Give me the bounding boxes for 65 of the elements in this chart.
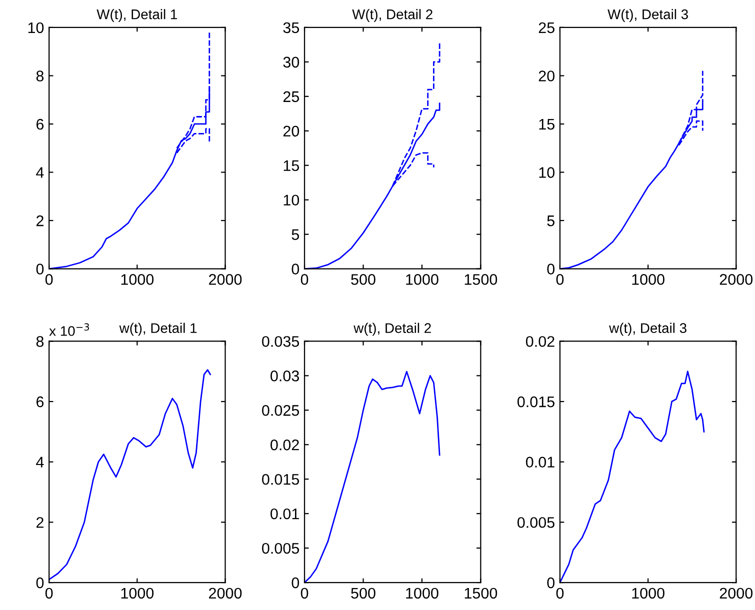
x-tick-label: 1000	[406, 588, 438, 599]
x-tick-label: 1000	[632, 274, 664, 285]
y-tick-label: 0	[292, 264, 300, 274]
chart-title: W(t), Detail 1	[96, 9, 177, 22]
y-tick-label: 4	[36, 167, 44, 178]
x-tick-label: 0	[556, 274, 564, 285]
x-tick-label: 1000	[632, 588, 664, 599]
x-tick-label: 500	[351, 588, 376, 599]
y-tick-label: 2	[36, 215, 44, 226]
y-tick-label: 6	[36, 396, 44, 408]
y-tick-label: 0	[547, 264, 554, 274]
y-tick-label: 0	[547, 577, 554, 588]
x-tick-label: 2000	[209, 274, 242, 285]
y-tick-label: 10	[284, 194, 300, 206]
y-tick-label: 0.02	[270, 440, 299, 450]
x-tick-label: 0	[300, 274, 308, 285]
x-tick-label: 500	[351, 274, 376, 285]
y-tick-label: 15	[284, 160, 300, 172]
text: x 10$^{−3}$	[49, 323, 90, 336]
y-tick-label: 5	[292, 229, 300, 240]
y-tick-label: 0.015	[262, 474, 300, 485]
y-tick-label: 0.025	[262, 405, 300, 416]
x-tick-label: 0	[45, 588, 53, 599]
y-tick-label: 25	[538, 22, 554, 34]
chart-title: W(t), Detail 2	[352, 9, 432, 22]
y-tick-label: 10	[539, 167, 554, 178]
y-tick-label: 0.015	[517, 396, 554, 408]
y-tick-label: 0.035	[262, 336, 300, 347]
y-tick-label: 0	[292, 577, 300, 588]
y-tick-label: 0.01	[526, 456, 554, 468]
x-tick-label: 1000	[406, 274, 438, 285]
y-tick-label: 20	[283, 126, 300, 137]
y-tick-label: 8	[36, 336, 44, 347]
y-tick-label: 0.03	[270, 370, 299, 382]
x-tick-label: 2000	[720, 588, 753, 599]
y-tick-label: 10	[28, 22, 44, 34]
x-tick-label: 0	[45, 274, 53, 285]
x-tick-label: 1500	[464, 588, 498, 599]
y-tick-label: 0.005	[517, 517, 554, 528]
y-tick-label: 0.005	[262, 542, 300, 554]
y-tick-label: 35	[283, 22, 300, 34]
y-tick-label: 4	[36, 456, 44, 468]
x-tick-label: 2000	[720, 274, 753, 285]
y-tick-label: 15	[539, 119, 554, 130]
y-tick-label: 25	[283, 91, 300, 102]
chart-title: w(t), Detail 2	[354, 322, 431, 336]
y-tick-label: 0.02	[526, 336, 554, 347]
y-tick-label: 6	[36, 118, 44, 130]
y-tick-label: 8	[36, 70, 44, 82]
y-tick-label: 0	[36, 577, 44, 588]
x-tick-label: 1000	[121, 274, 154, 285]
chart-title: W(t), Detail 3	[608, 9, 688, 22]
x-tick-label: 1000	[121, 588, 154, 599]
y-tick-label: 20	[538, 70, 554, 82]
x-tick-label: 0	[300, 588, 308, 599]
y-tick-label: 2	[36, 517, 44, 528]
x-tick-label: 1500	[464, 274, 498, 285]
chart-title: w(t), Detail 3	[609, 322, 686, 336]
x-tick-label: 2000	[209, 588, 242, 599]
y-tick-label: 30	[283, 56, 300, 68]
y-tick-label: 0.01	[270, 508, 299, 520]
chart-title: w(t), Detail 1	[119, 322, 197, 336]
x-tick-label: 0	[556, 588, 564, 599]
y-tick-label: 0	[36, 264, 44, 274]
y-tick-label: 5	[547, 216, 554, 226]
